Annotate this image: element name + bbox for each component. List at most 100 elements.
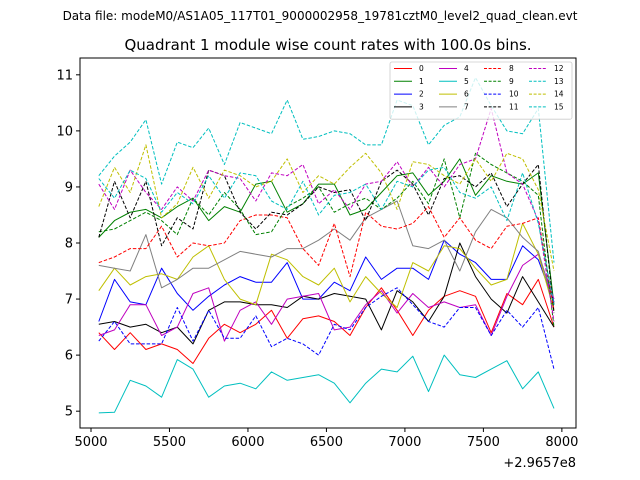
data-point (522, 236, 524, 238)
data-point (161, 220, 163, 222)
data-point (396, 197, 398, 199)
data-point (412, 172, 414, 174)
data-point (427, 278, 429, 280)
data-point (255, 200, 257, 202)
data-point (98, 334, 100, 336)
legend-box (389, 61, 573, 120)
data-point (380, 368, 382, 370)
data-point (223, 191, 225, 193)
legend-label: 13 (554, 77, 564, 86)
data-point (396, 175, 398, 177)
data-point (208, 169, 210, 171)
data-point (223, 337, 225, 339)
data-point (506, 295, 508, 297)
data-point (161, 273, 163, 275)
legend-label: 14 (554, 90, 564, 99)
data-point (223, 278, 225, 280)
data-point (474, 376, 476, 378)
data-point (113, 228, 115, 230)
data-point (443, 236, 445, 238)
data-point (145, 348, 147, 350)
series-layer (98, 77, 555, 414)
data-point (129, 270, 131, 272)
data-point (396, 200, 398, 202)
data-point (459, 183, 461, 185)
data-point (129, 304, 131, 306)
data-point (365, 382, 367, 384)
series-line-7 (98, 200, 555, 305)
x-tick-label: 6000 (231, 435, 264, 450)
data-point (192, 228, 194, 230)
data-point (522, 172, 524, 174)
data-point (145, 276, 147, 278)
data-point (129, 379, 131, 381)
series-line-0 (98, 278, 555, 364)
y-tick-label: 6 (65, 349, 73, 364)
data-point (365, 276, 367, 278)
data-point (349, 203, 351, 205)
data-point (522, 133, 524, 135)
data-point (396, 290, 398, 292)
data-point (302, 138, 304, 140)
data-point (145, 191, 147, 193)
data-point (318, 239, 320, 241)
legend-label: 5 (464, 77, 469, 86)
data-point (176, 326, 178, 328)
data-point (286, 214, 288, 216)
data-point (208, 127, 210, 129)
data-point (522, 180, 524, 182)
data-point (98, 264, 100, 266)
data-point (176, 348, 178, 350)
data-point (145, 177, 147, 179)
data-point (239, 298, 241, 300)
data-point (192, 256, 194, 258)
data-point (506, 130, 508, 132)
y-tick-label: 10 (56, 124, 73, 139)
data-point (176, 278, 178, 280)
series-line-14 (98, 144, 555, 272)
data-point (396, 161, 398, 163)
data-point (239, 301, 241, 303)
data-point (223, 259, 225, 261)
data-point (302, 203, 304, 205)
data-point (522, 326, 524, 328)
data-point (270, 371, 272, 373)
data-point (318, 203, 320, 205)
series-line-8 (98, 206, 555, 311)
data-point (176, 203, 178, 205)
data-point (443, 175, 445, 177)
data-point (255, 214, 257, 216)
data-point (176, 256, 178, 258)
data-point (522, 183, 524, 185)
data-point (396, 312, 398, 314)
data-point (318, 183, 320, 185)
data-point (255, 281, 257, 283)
data-point (302, 191, 304, 193)
data-point (427, 206, 429, 208)
data-point (286, 158, 288, 160)
data-point (192, 267, 194, 269)
data-point (427, 163, 429, 165)
data-point (427, 144, 429, 146)
data-point (474, 197, 476, 199)
data-point (113, 256, 115, 258)
data-point (349, 290, 351, 292)
series-line-11 (98, 164, 555, 314)
data-point (412, 262, 414, 264)
data-point (98, 320, 100, 322)
y-tick-label: 5 (65, 405, 73, 420)
legend-label: 10 (509, 90, 519, 99)
data-point (286, 248, 288, 250)
data-point (522, 264, 524, 266)
data-point (129, 284, 131, 286)
data-point (239, 332, 241, 334)
data-point (537, 306, 539, 308)
data-point (349, 166, 351, 168)
data-point (333, 183, 335, 185)
legend-label: 4 (464, 64, 469, 73)
data-point (333, 211, 335, 213)
data-point (443, 301, 445, 303)
data-point (223, 385, 225, 387)
data-point (365, 208, 367, 210)
